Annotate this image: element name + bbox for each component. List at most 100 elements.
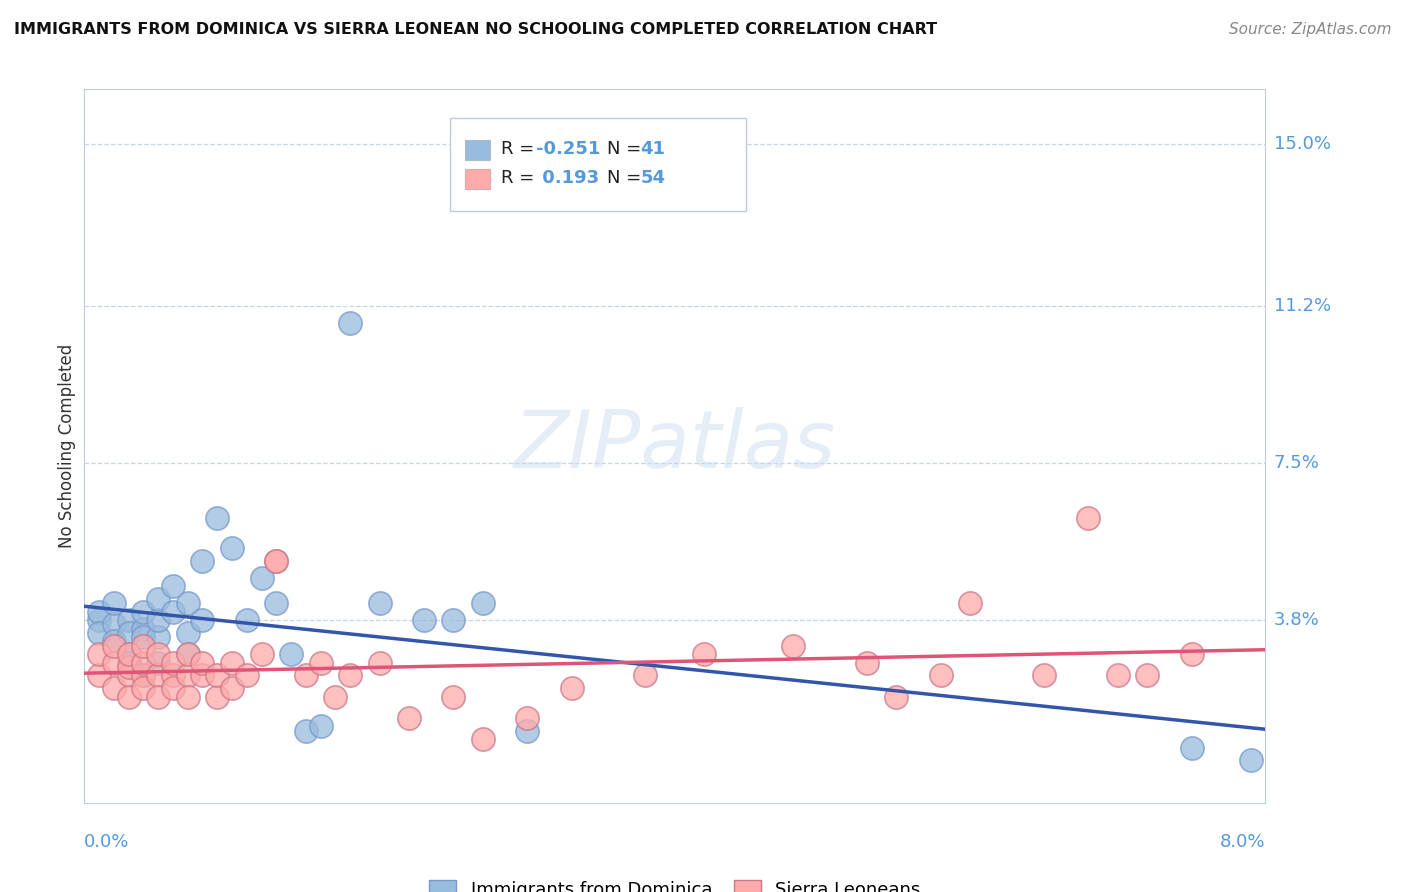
- Point: [368, 656, 391, 670]
- Point: [205, 668, 228, 682]
- Point: [118, 626, 141, 640]
- Text: 11.2%: 11.2%: [1274, 297, 1331, 315]
- Point: [132, 681, 155, 695]
- Point: [162, 668, 184, 682]
- Point: [398, 711, 420, 725]
- Point: [132, 668, 155, 682]
- Text: 15.0%: 15.0%: [1274, 136, 1330, 153]
- Text: 0.0%: 0.0%: [84, 833, 129, 851]
- Point: [191, 554, 214, 568]
- Point: [132, 639, 155, 653]
- Text: ZIPatlas: ZIPatlas: [513, 407, 837, 485]
- Point: [472, 596, 495, 610]
- Point: [118, 613, 141, 627]
- Y-axis label: No Schooling Completed: No Schooling Completed: [58, 344, 76, 548]
- Point: [782, 639, 804, 653]
- Point: [516, 711, 538, 725]
- Point: [250, 647, 273, 661]
- Point: [309, 656, 332, 670]
- Point: [132, 605, 155, 619]
- Point: [148, 668, 170, 682]
- Point: [368, 596, 391, 610]
- Point: [162, 681, 184, 695]
- Point: [191, 613, 214, 627]
- Point: [235, 613, 259, 627]
- Point: [103, 634, 125, 648]
- Point: [103, 617, 125, 632]
- Point: [516, 723, 538, 738]
- Point: [162, 656, 184, 670]
- Point: [413, 613, 436, 627]
- Point: [132, 668, 155, 682]
- Point: [118, 656, 141, 670]
- Point: [103, 656, 125, 670]
- Point: [148, 613, 170, 627]
- Point: [148, 591, 170, 606]
- Point: [221, 681, 243, 695]
- Point: [177, 690, 200, 704]
- Point: [87, 647, 111, 661]
- Point: [205, 690, 228, 704]
- Point: [235, 668, 259, 682]
- Point: [221, 541, 243, 555]
- Point: [191, 656, 214, 670]
- Point: [886, 690, 908, 704]
- Point: [118, 690, 141, 704]
- Text: Source: ZipAtlas.com: Source: ZipAtlas.com: [1229, 22, 1392, 37]
- Point: [148, 647, 170, 661]
- Point: [177, 668, 200, 682]
- Point: [560, 681, 583, 695]
- Point: [1180, 740, 1202, 755]
- Text: 7.5%: 7.5%: [1274, 454, 1320, 472]
- Text: R =: R =: [501, 140, 540, 158]
- Point: [205, 511, 228, 525]
- Point: [132, 622, 155, 636]
- Point: [295, 668, 318, 682]
- Point: [323, 690, 347, 704]
- Point: [1107, 668, 1129, 682]
- Point: [177, 647, 200, 661]
- Point: [162, 579, 184, 593]
- Point: [295, 723, 318, 738]
- Point: [280, 647, 302, 661]
- Legend: Immigrants from Dominica, Sierra Leoneans: Immigrants from Dominica, Sierra Leonean…: [422, 872, 928, 892]
- Text: N =: N =: [606, 169, 647, 187]
- Point: [103, 681, 125, 695]
- Point: [177, 596, 200, 610]
- Point: [132, 630, 155, 644]
- Point: [1136, 668, 1159, 682]
- Text: 8.0%: 8.0%: [1220, 833, 1265, 851]
- Point: [959, 596, 981, 610]
- Point: [118, 668, 141, 682]
- Point: [339, 668, 361, 682]
- Point: [443, 690, 465, 704]
- Point: [221, 656, 243, 670]
- Point: [264, 596, 288, 610]
- Text: 54: 54: [640, 169, 665, 187]
- Point: [87, 613, 111, 627]
- Point: [162, 605, 184, 619]
- Point: [103, 639, 125, 653]
- Point: [148, 656, 170, 670]
- Text: 0.193: 0.193: [536, 169, 599, 187]
- Text: 41: 41: [640, 140, 665, 158]
- Point: [1180, 647, 1202, 661]
- Point: [250, 571, 273, 585]
- Point: [87, 605, 111, 619]
- Point: [103, 596, 125, 610]
- Point: [118, 647, 141, 661]
- Point: [693, 647, 716, 661]
- Point: [472, 732, 495, 747]
- Text: 3.8%: 3.8%: [1274, 611, 1319, 629]
- Point: [191, 668, 214, 682]
- Point: [118, 660, 141, 674]
- Point: [264, 554, 288, 568]
- Point: [118, 647, 141, 661]
- Point: [132, 656, 155, 670]
- Point: [1240, 753, 1263, 767]
- Point: [264, 554, 288, 568]
- Point: [855, 656, 877, 670]
- Point: [339, 316, 361, 330]
- Point: [1077, 511, 1099, 525]
- Point: [148, 630, 170, 644]
